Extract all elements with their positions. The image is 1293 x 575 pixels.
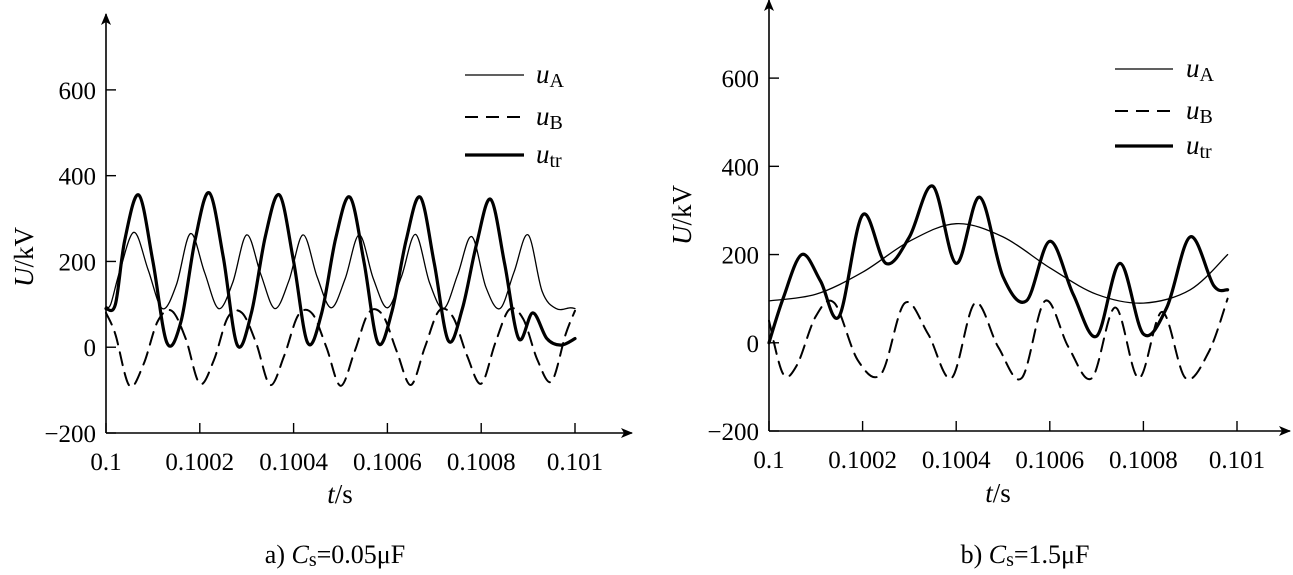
x-axis-label-var: t [985,478,994,508]
series-line-uA [105,231,576,311]
y-tick-label: 400 [59,164,97,191]
y-tick-label: 200 [59,249,97,276]
legend-label-uB: uB [536,101,563,134]
x-tick-label: 0.1004 [259,449,328,476]
x-ticks: 0.1 0.1002 0.1004 0.1006 0.1008 0.101 [753,421,1265,474]
caption-b: b) Cs=1.5μF [961,540,1090,571]
y-axis-label-unit: /kV [9,226,39,267]
series-line-utr [104,191,577,349]
x-tick-label: 0.1 [90,449,121,476]
y-tick-label: 200 [722,243,760,270]
series-line-uB [768,297,1229,381]
x-tick-label: 0.1 [753,447,784,474]
y-tick-label: −200 [707,419,759,446]
y-tick-label: 0 [747,331,760,358]
x-ticks: 0.1 0.1002 0.1004 0.1006 0.1008 0.101 [90,423,603,476]
y-tick-label: 0 [84,335,97,362]
legend-label-utr: utr [536,139,562,172]
legend-label-uB: uB [1186,95,1213,128]
series-line-utr [767,184,1230,345]
x-tick-label: 0.101 [547,449,603,476]
x-tick-label: 0.1008 [1109,447,1178,474]
y-axis-label-unit: /kV [667,184,697,225]
x-tick-label: 0.1006 [353,449,422,476]
y-tick-label: −200 [44,421,96,448]
x-axis-label-unit: /s [335,479,353,509]
y-tick-label: 600 [722,66,760,93]
x-axis-label: t/s [985,478,1011,508]
series-line-uB [105,307,576,388]
y-ticks: −200 0 200 400 600 [707,66,779,446]
chart-panel-b: −200 0 200 400 600 0.1 0.1002 0.1004 0.1006 0.10… [667,0,1291,571]
x-tick-label: 0.1008 [447,449,516,476]
legend: uA uB utr [1115,53,1215,163]
y-axis-label-var: U [667,224,697,245]
x-tick-label: 0.101 [1209,447,1265,474]
y-axis-label: U/kV [667,184,697,245]
y-tick-label: 600 [59,78,97,105]
caption-a: a) Cs=0.05μF [265,540,405,571]
x-axis-label: t/s [327,479,353,509]
legend-label-utr: utr [1186,130,1212,163]
y-tick-label: 400 [722,154,760,181]
legend-label-uA: uA [1186,53,1215,86]
legend-label-uA: uA [536,59,565,92]
y-axis-label-var: U [9,266,39,287]
x-axis-label-var: t [327,479,336,509]
series-group [767,184,1230,381]
y-axis-label: U/kV [9,226,39,287]
y-ticks: −200 0 200 400 600 [44,78,116,448]
series-group [104,191,577,388]
x-axis-label-unit: /s [993,478,1011,508]
x-tick-label: 0.1002 [165,449,234,476]
legend: uA uB utr [465,59,565,172]
x-tick-label: 0.1004 [922,447,991,474]
x-tick-label: 0.1006 [1015,447,1084,474]
chart-panel-a: −200 0 200 400 600 0.1 0.1002 0.1004 0.1006 0.10… [9,13,633,571]
x-tick-label: 0.1002 [828,447,897,474]
